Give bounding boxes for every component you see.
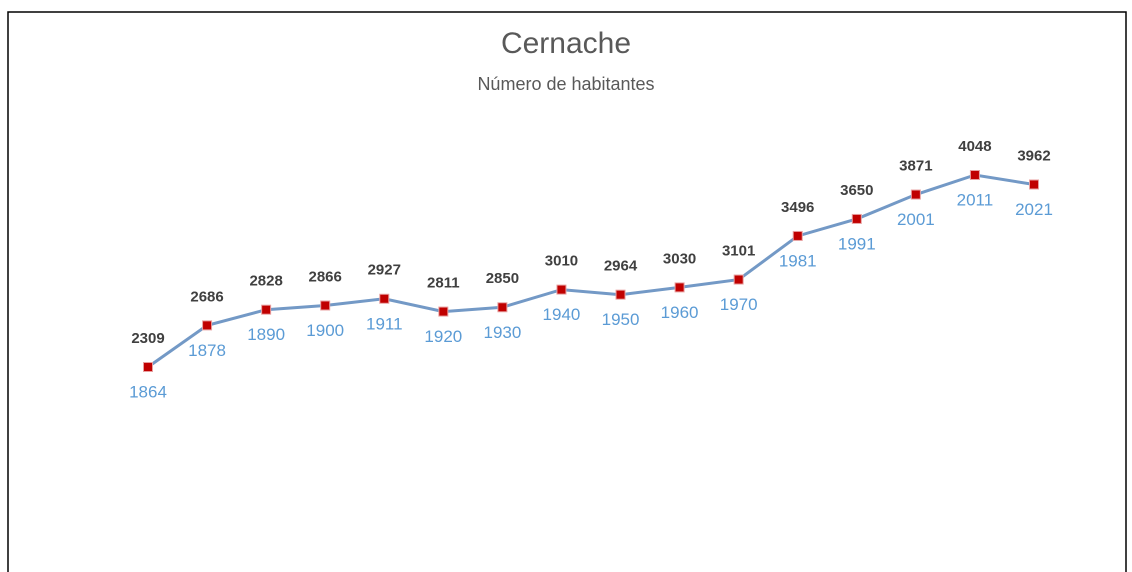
data-point bbox=[910, 189, 921, 200]
category-label: 1878 bbox=[188, 341, 226, 360]
data-point bbox=[615, 289, 626, 300]
value-label: 2309 bbox=[131, 330, 164, 347]
data-point bbox=[733, 274, 744, 285]
data-point bbox=[438, 306, 449, 317]
chart-title: Cernache bbox=[501, 27, 631, 60]
category-label: 1991 bbox=[838, 234, 876, 253]
category-label: 1970 bbox=[720, 295, 758, 314]
value-label: 3030 bbox=[663, 250, 696, 267]
chart-frame bbox=[7, 11, 1127, 572]
data-point bbox=[792, 230, 803, 241]
category-label: 1920 bbox=[424, 327, 462, 346]
data-point bbox=[320, 300, 331, 311]
data-point bbox=[1029, 179, 1039, 190]
value-label: 2866 bbox=[309, 268, 342, 285]
value-label: 3962 bbox=[1017, 147, 1050, 164]
value-label: 2686 bbox=[190, 288, 223, 305]
value-label: 3496 bbox=[781, 199, 814, 216]
chart-subtitle: Número de habitantes bbox=[477, 74, 654, 94]
data-point bbox=[261, 304, 272, 315]
value-label: 3010 bbox=[545, 253, 578, 270]
category-label: 1930 bbox=[483, 323, 521, 342]
value-label: 3650 bbox=[840, 182, 873, 199]
category-label: 1950 bbox=[602, 310, 640, 329]
value-label: 4048 bbox=[958, 138, 991, 155]
category-label: 2011 bbox=[957, 190, 994, 209]
category-label: 1940 bbox=[543, 305, 581, 324]
category-label: 2001 bbox=[897, 210, 935, 229]
category-label: 1890 bbox=[247, 325, 285, 344]
value-label: 2828 bbox=[249, 273, 282, 290]
value-label: 2811 bbox=[427, 275, 460, 292]
category-label: 1864 bbox=[129, 382, 167, 401]
value-label: 2850 bbox=[486, 270, 519, 287]
value-label: 2927 bbox=[368, 262, 401, 279]
value-label: 2964 bbox=[604, 258, 638, 275]
category-label: 1981 bbox=[779, 251, 817, 270]
data-point bbox=[379, 293, 390, 304]
value-label: 3871 bbox=[899, 158, 932, 175]
category-label: 1911 bbox=[366, 314, 403, 333]
data-point bbox=[969, 170, 980, 180]
data-point bbox=[556, 284, 567, 295]
category-label: 1900 bbox=[306, 321, 344, 340]
data-point bbox=[851, 213, 862, 224]
value-label: 3101 bbox=[722, 243, 755, 260]
data-point bbox=[497, 302, 508, 313]
category-label: 2021 bbox=[1015, 200, 1053, 219]
data-point bbox=[674, 282, 685, 293]
data-point bbox=[143, 362, 153, 372]
category-label: 1960 bbox=[661, 303, 699, 322]
data-line bbox=[147, 173, 1035, 369]
data-point bbox=[202, 320, 213, 331]
